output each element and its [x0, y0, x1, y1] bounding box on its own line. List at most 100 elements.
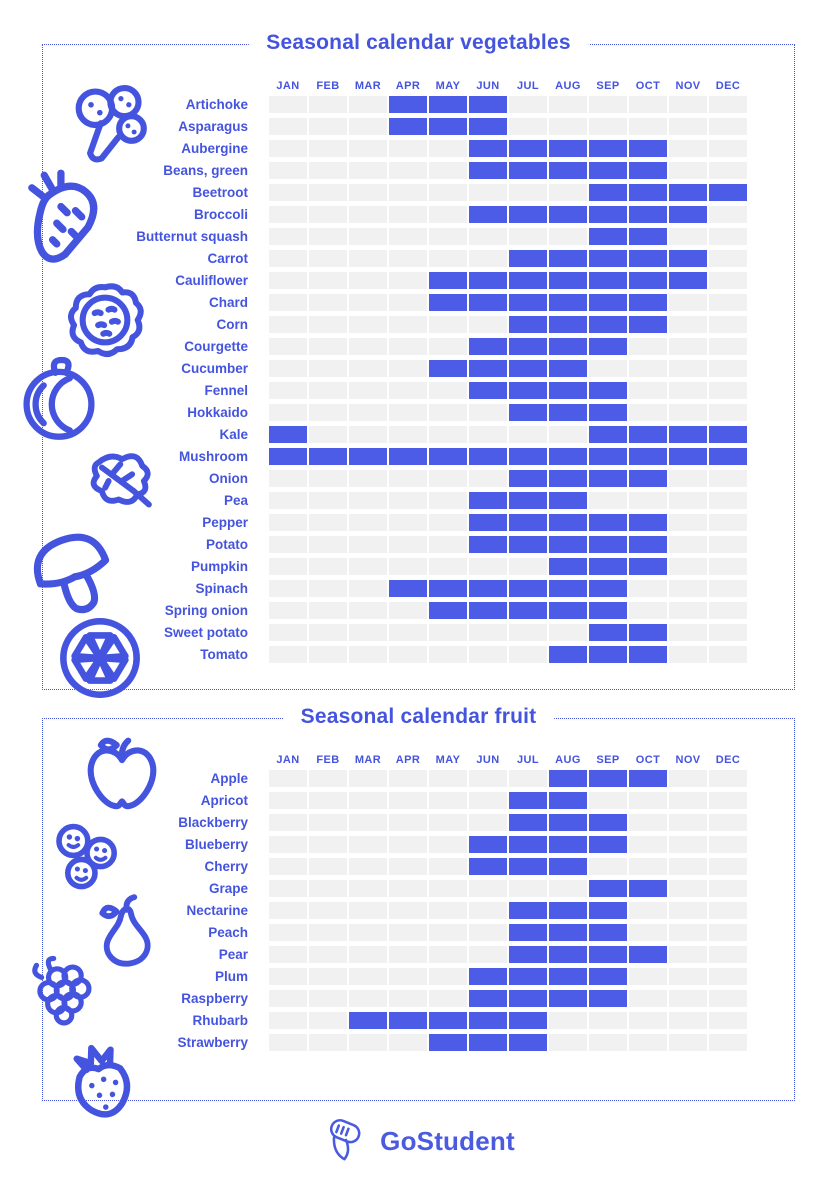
season-cell-filled [629, 514, 667, 531]
season-cell-empty [349, 814, 387, 831]
season-cell-filled [589, 228, 627, 245]
season-cell-empty [709, 140, 747, 157]
season-cell-empty [309, 492, 347, 509]
season-cell-filled [629, 536, 667, 553]
calendar-row: Tomato [43, 646, 747, 663]
season-cell-filled [589, 426, 627, 443]
season-cell-filled [589, 206, 627, 223]
season-cell-filled [549, 294, 587, 311]
season-cell-empty [389, 602, 427, 619]
strawberry-icon [55, 1033, 147, 1127]
season-cell-empty [349, 338, 387, 355]
season-cell-filled [509, 814, 547, 831]
season-cell-empty [549, 96, 587, 113]
season-cell-empty [269, 602, 307, 619]
season-cell-empty [509, 184, 547, 201]
season-cell-filled [589, 946, 627, 963]
season-cell-filled [549, 206, 587, 223]
season-cell-empty [349, 426, 387, 443]
month-header: JUL [517, 754, 539, 766]
row-label: Pear [218, 947, 248, 962]
calendar-row: Corn [43, 316, 747, 333]
season-cell-empty [309, 946, 347, 963]
season-cell-empty [709, 1034, 747, 1051]
row-label: Pumpkin [190, 559, 248, 574]
season-cell-filled [509, 272, 547, 289]
season-cell-empty [669, 990, 707, 1007]
season-cell-empty [429, 184, 467, 201]
row-cells [269, 228, 747, 245]
season-cell-empty [429, 426, 467, 443]
season-cell-empty [509, 96, 547, 113]
season-cell-empty [469, 902, 507, 919]
season-cell-empty [469, 184, 507, 201]
season-cell-filled [549, 470, 587, 487]
row-label: Broccoli [193, 207, 248, 222]
season-cell-filled [629, 946, 667, 963]
row-label: Raspberry [181, 991, 248, 1006]
season-cell-filled [589, 836, 627, 853]
season-cell-filled [509, 1034, 547, 1051]
season-cell-empty [349, 294, 387, 311]
season-cell-filled [429, 602, 467, 619]
season-cell-empty [309, 880, 347, 897]
season-cell-filled [629, 646, 667, 663]
season-cell-empty [629, 792, 667, 809]
season-cell-filled [589, 140, 627, 157]
season-cell-empty [349, 316, 387, 333]
season-cell-empty [389, 316, 427, 333]
season-cell-empty [269, 184, 307, 201]
row-label: Fennel [204, 383, 248, 398]
season-cell-empty [389, 968, 427, 985]
season-cell-empty [549, 880, 587, 897]
row-label: Mushroom [179, 449, 248, 464]
season-cell-empty [309, 228, 347, 245]
season-cell-empty [309, 382, 347, 399]
season-cell-filled [469, 1012, 507, 1029]
season-cell-empty [309, 836, 347, 853]
season-cell-empty [669, 514, 707, 531]
season-cell-empty [269, 624, 307, 641]
season-cell-empty [269, 96, 307, 113]
season-cell-filled [429, 448, 467, 465]
season-cell-empty [709, 206, 747, 223]
season-cell-filled [549, 140, 587, 157]
row-cells [269, 770, 747, 787]
season-cell-empty [709, 272, 747, 289]
season-cell-empty [429, 404, 467, 421]
season-cell-filled [589, 536, 627, 553]
season-cell-empty [309, 580, 347, 597]
season-cell-empty [709, 924, 747, 941]
season-cell-empty [269, 250, 307, 267]
season-cell-filled [389, 580, 427, 597]
vegetables-rows: Artichoke Asparagus Aubergine Beans, green B… [43, 96, 747, 668]
calendar-row: Raspberry [43, 990, 747, 1007]
row-label: Butternut squash [136, 229, 248, 244]
row-label: Blueberry [184, 837, 248, 852]
season-cell-filled [669, 184, 707, 201]
season-cell-empty [309, 902, 347, 919]
row-label: Pepper [202, 515, 248, 530]
season-cell-filled [509, 580, 547, 597]
season-cell-filled [509, 162, 547, 179]
season-cell-empty [389, 184, 427, 201]
season-cell-empty [589, 360, 627, 377]
season-cell-empty [269, 404, 307, 421]
season-cell-empty [429, 880, 467, 897]
season-cell-empty [349, 792, 387, 809]
season-cell-empty [669, 858, 707, 875]
footer-logo: GoStudent [0, 1116, 837, 1166]
season-cell-filled [549, 360, 587, 377]
season-cell-filled [549, 902, 587, 919]
kale-leaf-icon [73, 439, 161, 523]
month-header: DEC [715, 754, 741, 766]
season-cell-empty [669, 792, 707, 809]
row-label: Sweet potato [163, 625, 248, 640]
season-cell-empty [309, 206, 347, 223]
season-cell-empty [629, 902, 667, 919]
apple-icon [77, 731, 167, 819]
season-cell-empty [269, 770, 307, 787]
row-label: Spinach [195, 581, 248, 596]
season-cell-empty [389, 514, 427, 531]
season-cell-empty [309, 558, 347, 575]
